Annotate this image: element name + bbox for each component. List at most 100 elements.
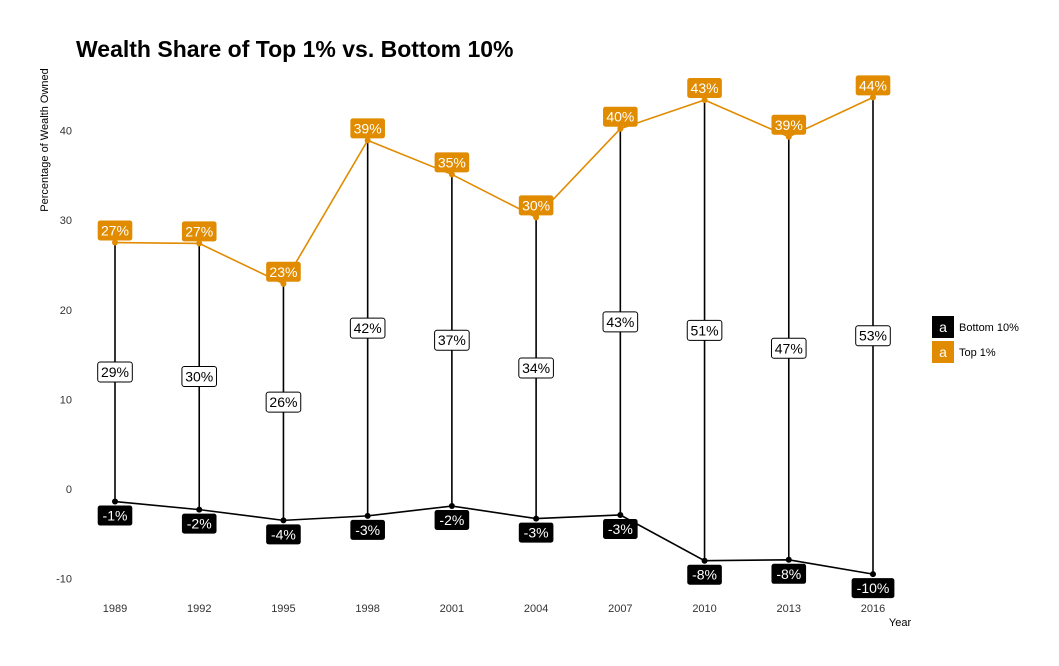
gap-label: 51% [686,319,723,341]
legend: a Bottom 10% a Top 1% [932,316,1019,363]
top-1-label-text: 39% [775,117,803,133]
x-tick-label: 2010 [692,603,716,615]
data-point [112,239,118,246]
y-tick-label: 0 [66,484,72,496]
top-1-label: 35% [434,152,470,173]
gap-label-text: 53% [859,328,887,344]
bottom-10-label-box [603,518,638,539]
legend-item: a Bottom 10% [932,316,1019,338]
gap-label-text: 47% [775,340,803,356]
y-tick-label: 20 [60,305,72,317]
bottom-10-label-box [97,505,133,526]
data-point [196,506,203,513]
bottom-10-label: -1% [97,505,133,526]
gap-label: 37% [434,329,470,351]
legend-key-glyph: a [939,319,947,335]
top-1-label-text: 30% [522,197,550,213]
bottom-10-label: -2% [181,513,217,534]
top-1-label: 43% [687,78,722,99]
data-point [112,498,118,505]
x-axis-ticks: 1989 1992 1995 1998 2001 2004 2007 2010 2013 2016 [103,603,885,615]
bottom-10-label-box [687,564,722,585]
bottom-10-label: -8% [687,564,722,585]
top-1-label-box [518,195,554,216]
top-1-label-box [771,114,807,135]
x-tick-label: 1992 [187,603,211,615]
series-points [112,94,876,578]
data-point [448,171,455,178]
top-1-label: 23% [266,261,301,282]
top-1-label: 30% [518,195,554,216]
top-1-label-text: 39% [354,120,382,136]
data-point [280,280,287,287]
gap-label-box [97,361,133,383]
bottom-10-label: -3% [350,519,385,540]
bottom-10-label-text: -3% [608,521,633,537]
series-line [114,96,874,285]
data-point [870,571,876,578]
series-line [114,500,874,575]
gap-label-text: 42% [354,320,382,336]
data-point [870,94,876,101]
top-1-label-text: 43% [691,80,719,96]
bottom-10-label: -10% [851,578,895,599]
gap-label-text: 26% [269,394,297,410]
top-1-label: 39% [350,118,385,139]
series-lines [114,96,874,575]
top-1-label: 39% [771,114,807,135]
bottom-10-label-box [266,524,301,545]
bottom-10-label-text: -10% [857,580,890,596]
gap-label-box [265,391,302,413]
x-tick-label: 2007 [608,603,632,615]
bottom-10-label: -4% [266,524,301,545]
bottom-10-label-box [350,519,385,540]
x-tick-label: 2013 [777,603,801,615]
legend-label: Top 1% [959,347,996,359]
gap-label-text: 37% [438,332,466,348]
top-1-label: 40% [603,106,638,127]
y-tick-label: 30 [60,215,72,227]
gap-label-box [518,357,554,379]
data-point [701,97,708,104]
gap-label-text: 29% [101,364,129,380]
top-1-label-box [97,220,133,241]
bottom-10-label-text: -2% [439,512,464,528]
gap-label-text: 51% [691,322,719,338]
bottom-10-label-text: -3% [355,522,380,538]
bottom-10-label-text: -8% [692,567,717,583]
gap-label-box [181,366,218,388]
data-point [364,512,371,519]
gap-label: 43% [602,311,639,333]
y-axis-title: Percentage of Wealth Owned [39,68,51,212]
data-point [280,517,287,524]
top-1-label-box [603,106,638,127]
top-1-label-box [266,261,301,282]
bottom-10-label-text: -4% [271,526,296,542]
bottom-10-label-text: -1% [103,508,128,524]
y-tick-label: 40 [60,126,72,138]
gap-label-box [855,325,891,347]
gap-label-box [434,329,470,351]
legend-swatch [932,341,954,363]
data-point [785,556,792,563]
x-tick-label: 1998 [355,603,379,615]
top-1-label-text: 35% [438,154,466,170]
gap-label: 29% [97,361,133,383]
gap-label: 30% [181,366,218,388]
data-point [533,214,540,221]
legend-key-glyph: a [939,344,947,360]
y-tick-label: -10 [56,574,72,586]
gap-label-text: 43% [606,314,634,330]
legend-label: Bottom 10% [959,322,1019,334]
top-1-label-text: 27% [185,223,213,239]
top-1-label-text: 23% [269,264,297,280]
bottom-10-label-text: -3% [524,525,549,541]
x-tick-label: 2004 [524,603,548,615]
top-1-label-box [434,152,470,173]
y-tick-label: 10 [60,394,72,406]
bottom-10-label-box [771,563,807,584]
data-point [196,240,203,247]
bottom-10-label-box [181,513,217,534]
gap-label: 34% [518,357,554,379]
